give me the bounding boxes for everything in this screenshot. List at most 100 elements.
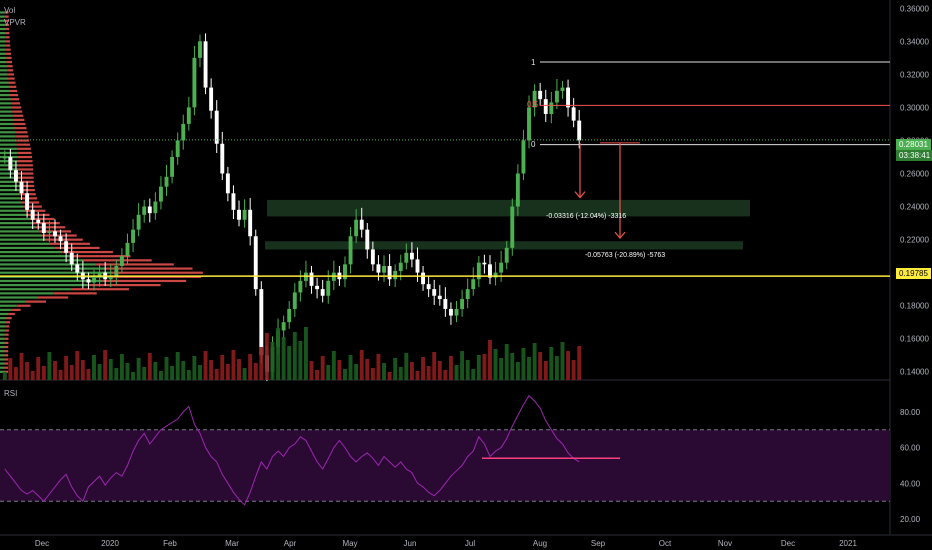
vpvr-bar-down	[49, 242, 91, 245]
vpvr-bar-down	[15, 135, 29, 138]
vpvr-bar-up	[0, 321, 6, 324]
volume-bar	[448, 356, 453, 380]
candle-body	[8, 156, 13, 171]
vpvr-bar-down	[13, 118, 25, 121]
vpvr-bar-up	[0, 60, 7, 64]
vpvr-bar-down	[6, 65, 13, 68]
volume-bar	[292, 332, 297, 380]
candle-body	[86, 279, 91, 283]
vpvr-bar-down	[7, 73, 14, 76]
volume-bar	[404, 353, 409, 380]
legend-vol[interactable]: Vol	[4, 6, 16, 15]
volume-bar	[499, 358, 504, 380]
volume-bar	[482, 354, 487, 380]
vpvr-bar-down	[70, 288, 129, 291]
volume-bar	[549, 347, 554, 380]
candle-body	[25, 193, 30, 210]
volume-bar	[376, 354, 381, 380]
vpvr-bar-up	[0, 23, 5, 26]
price-tick-label: 0.14000	[900, 368, 929, 377]
price-tick-label: 0.26000	[900, 169, 929, 178]
volume-bar	[125, 363, 130, 380]
vpvr-bar-down	[12, 110, 23, 113]
volume-bar	[242, 368, 247, 380]
vpvr-bar-down	[62, 250, 113, 254]
vpvr-bar-up	[0, 288, 71, 291]
volume-bar	[365, 359, 370, 380]
vpvr-bar-up	[0, 176, 19, 179]
vpvr-bar-up	[0, 217, 30, 221]
vpvr-bar-down	[4, 11, 9, 14]
vpvr-bar-up	[0, 48, 6, 51]
vpvr-bar-down	[4, 354, 9, 357]
legend-rsi[interactable]: RSI	[4, 389, 18, 398]
vpvr-bar-up	[0, 122, 14, 126]
candle-body	[248, 209, 253, 237]
vpvr-bar-up	[0, 52, 7, 55]
volume-bar	[69, 365, 74, 380]
candle-body	[175, 140, 180, 157]
vpvr-bar-down	[35, 226, 66, 229]
legend-vpvr[interactable]: VPVR	[4, 18, 26, 27]
vpvr-bar-up	[0, 27, 6, 31]
candle-body	[426, 284, 431, 290]
candle-body	[281, 322, 286, 331]
vpvr-bar-down	[25, 300, 47, 303]
volume-bar	[86, 369, 91, 380]
candle-body	[532, 90, 537, 108]
vpvr-bar-up	[0, 279, 103, 283]
candle-body	[287, 308, 292, 323]
vpvr-bar-down	[16, 143, 31, 146]
candle-body	[437, 295, 442, 300]
vpvr-bar-up	[0, 65, 7, 68]
vpvr-bar-up	[0, 296, 38, 299]
poc-price-tag: 0.19785	[896, 268, 931, 279]
volume-bar	[164, 357, 169, 380]
vpvr-bar-up	[0, 333, 5, 336]
volume-bar	[30, 371, 35, 380]
candle-body	[147, 206, 152, 214]
vpvr-bar-down	[5, 32, 10, 35]
vpvr-bar-down	[17, 160, 33, 163]
volume-bar	[253, 363, 258, 380]
vpvr-bar-up	[0, 180, 19, 183]
vpvr-bar-down	[5, 27, 10, 31]
vpvr-bar-down	[5, 321, 11, 324]
volume-bar	[248, 354, 253, 380]
candle-body	[309, 272, 314, 286]
vpvr-bar-down	[54, 246, 100, 250]
volume-bar	[36, 357, 41, 380]
vpvr-bar-down	[53, 292, 97, 295]
candle-body	[92, 277, 96, 283]
fib-level-half: 0.5	[527, 100, 539, 109]
vpvr-bar-down	[11, 106, 22, 109]
vpvr-bar-up	[0, 354, 5, 357]
volume-bar	[493, 349, 498, 380]
volume-bar	[303, 327, 308, 380]
candle-body	[515, 173, 520, 207]
volume-bar	[47, 352, 52, 380]
volume-bar	[415, 371, 420, 380]
vpvr-bar-up	[0, 230, 40, 233]
vpvr-bar-down	[18, 168, 34, 171]
vpvr-bar-down	[6, 317, 12, 320]
candle-body	[209, 87, 214, 111]
volume-bar	[8, 358, 13, 380]
vpvr-bar-up	[0, 32, 6, 35]
candle-body	[409, 252, 414, 260]
time-tick-label: May	[342, 539, 357, 548]
vpvr-bar-up	[0, 151, 18, 155]
vpvr-bar-down	[4, 333, 9, 336]
candle-body	[527, 107, 531, 141]
price-tick-label: 0.36000	[900, 4, 929, 13]
candle-body	[538, 90, 543, 100]
time-tick-label: Nov	[718, 539, 732, 548]
candle-body	[192, 57, 197, 108]
vpvr-bar-down	[105, 267, 193, 270]
time-tick-label: 2020	[101, 539, 119, 548]
volume-bar	[53, 361, 57, 380]
time-tick-label: Mar	[225, 539, 239, 548]
volume-bar	[58, 370, 63, 380]
volume-bar	[147, 353, 152, 380]
